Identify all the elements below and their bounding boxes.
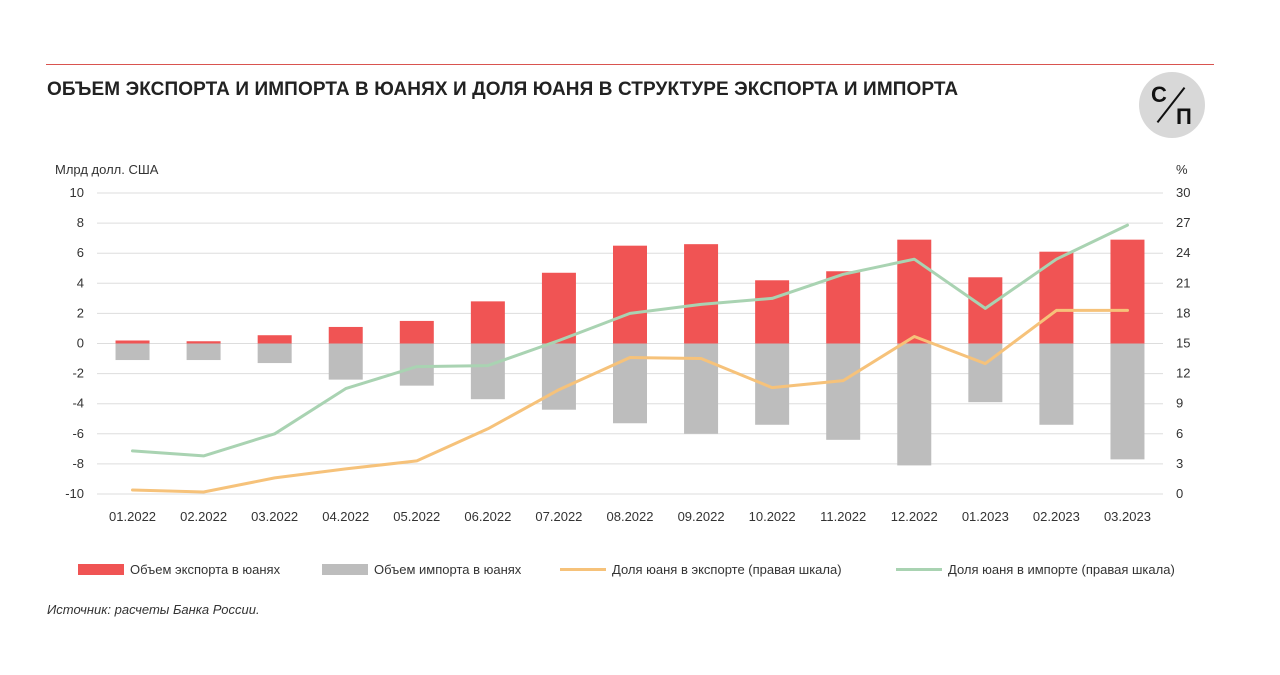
top-rule	[46, 64, 1214, 65]
y2-tick-label: 27	[1176, 215, 1190, 230]
y-tick-label: -4	[72, 396, 84, 411]
y-tick-label: -2	[72, 366, 84, 381]
bar-import	[1110, 343, 1145, 460]
logo-letter-top: С	[1151, 82, 1167, 107]
y2-tick-label: 30	[1176, 185, 1190, 200]
y-tick-label: 8	[77, 215, 84, 230]
bar-export	[328, 326, 363, 344]
bar-export	[968, 277, 1003, 344]
x-tick-label: 06.2022	[464, 509, 511, 524]
y-tick-label: -6	[72, 426, 84, 441]
x-tick-label: 12.2022	[891, 509, 938, 524]
y2-tick-label: 0	[1176, 486, 1183, 501]
legend-item-import-volume: Объем импорта в юанях	[322, 562, 521, 577]
legend-label-import-volume: Объем импорта в юанях	[374, 562, 522, 577]
y2-tick-label: 21	[1176, 275, 1190, 290]
bar-export	[186, 341, 221, 344]
bar-export	[541, 272, 576, 344]
y-tick-label: 0	[77, 336, 84, 351]
x-tick-label: 01.2022	[109, 509, 156, 524]
x-tick-label: 10.2022	[749, 509, 796, 524]
bar-import	[328, 343, 363, 380]
legend-item-import-share: Доля юаня в импорте (правая шкала)	[896, 562, 1175, 577]
x-tick-label: 03.2022	[251, 509, 298, 524]
legend-swatch-export-share	[560, 568, 606, 571]
y-axis-label: Млрд долл. США	[55, 162, 159, 177]
logo-badge: С П	[1139, 72, 1205, 138]
bar-export	[1039, 251, 1074, 344]
x-tick-label: 02.2022	[180, 509, 227, 524]
line-import-share	[131, 223, 1129, 458]
y-tick-label: 10	[70, 185, 84, 200]
legend-swatch-export-volume	[78, 564, 124, 575]
x-tick-label: 04.2022	[322, 509, 369, 524]
x-tick-label: 08.2022	[607, 509, 654, 524]
bar-export	[826, 271, 861, 344]
y2-axis-label: %	[1176, 162, 1188, 177]
x-tick-label: 05.2022	[393, 509, 440, 524]
bar-import	[399, 343, 434, 386]
y2-tick-label: 3	[1176, 456, 1183, 471]
y-tick-label: 2	[77, 305, 84, 320]
bar-import	[470, 343, 505, 400]
bar-import	[968, 343, 1003, 403]
y2-tick-label: 24	[1176, 245, 1190, 260]
legend-item-export-volume: Объем экспорта в юанях	[78, 562, 280, 577]
bar-import	[1039, 343, 1074, 425]
x-tick-label: 03.2023	[1104, 509, 1151, 524]
bar-export	[399, 320, 434, 344]
y-tick-label: -10	[65, 486, 84, 501]
bar-export	[1110, 239, 1145, 344]
bar-import	[826, 343, 861, 440]
legend: Объем экспорта в юанях Объем импорта в ю…	[78, 562, 1218, 582]
y2-tick-label: 12	[1176, 366, 1190, 381]
x-tick-label: 01.2023	[962, 509, 1009, 524]
y-tick-label: -8	[72, 456, 84, 471]
x-tick-label: 11.2022	[820, 509, 866, 524]
legend-swatch-import-share	[896, 568, 942, 571]
y2-tick-label: 9	[1176, 396, 1183, 411]
bar-import	[186, 343, 221, 361]
x-tick-label: 02.2023	[1033, 509, 1080, 524]
legend-item-export-share: Доля юаня в экспорте (правая шкала)	[560, 562, 842, 577]
bar-export	[755, 280, 790, 344]
source-note: Источник: расчеты Банка России.	[47, 602, 260, 617]
bar-export	[684, 244, 719, 344]
y-tick-label: 4	[77, 275, 84, 290]
bar-export	[115, 340, 150, 344]
y2-tick-label: 18	[1176, 305, 1190, 320]
bar-import	[541, 343, 576, 410]
y2-tick-label: 15	[1176, 336, 1190, 351]
logo-letter-bottom: П	[1176, 104, 1192, 129]
bar-import	[613, 343, 647, 424]
legend-label-export-share: Доля юаня в экспорте (правая шкала)	[612, 562, 842, 577]
legend-label-import-share: Доля юаня в импорте (правая шкала)	[948, 562, 1175, 577]
x-tick-label: 09.2022	[678, 509, 725, 524]
bar-import	[897, 343, 932, 466]
x-tick-label: 07.2022	[535, 509, 582, 524]
bar-export	[470, 301, 505, 344]
line-export-share	[131, 308, 1129, 494]
bar-import	[115, 343, 150, 361]
bar-export	[613, 245, 647, 344]
chart-title: ОБЪЕМ ЭКСПОРТА И ИМПОРТА В ЮАНЯХ И ДОЛЯ …	[47, 79, 959, 100]
bar-import	[257, 343, 292, 364]
legend-label-export-volume: Объем экспорта в юанях	[130, 562, 281, 577]
bar-export	[897, 239, 932, 344]
y2-tick-label: 6	[1176, 426, 1183, 441]
bar-export	[257, 335, 292, 344]
chart-canvas: 1086420-2-4-6-8-10302724211815129630Млрд…	[55, 162, 1190, 524]
y-tick-label: 6	[77, 245, 84, 260]
legend-swatch-import-volume	[322, 564, 368, 575]
